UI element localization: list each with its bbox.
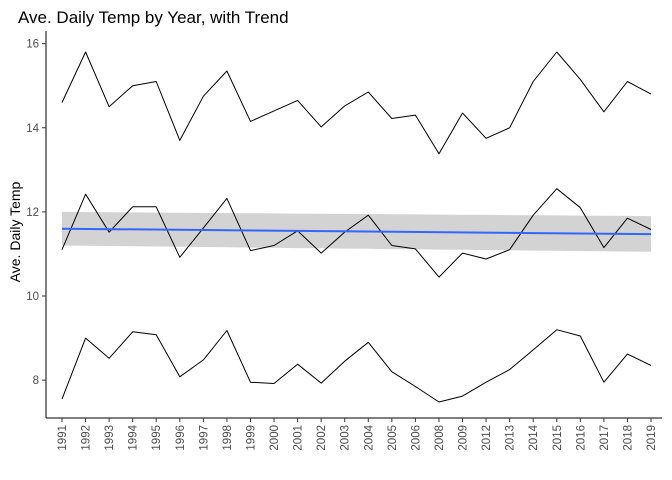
x-tick-label: 1992 — [81, 425, 93, 451]
x-tick-label: 2009 — [458, 425, 470, 451]
x-tick-label: 2017 — [599, 425, 611, 451]
x-tick-label: 2015 — [552, 425, 564, 451]
x-tick-label: 2004 — [363, 424, 375, 450]
x-tick-label: 2005 — [387, 425, 399, 451]
x-tick-label: 1995 — [151, 425, 163, 451]
chart-title: Ave. Daily Temp by Year, with Trend — [18, 8, 289, 27]
x-tick-label: 1998 — [222, 425, 234, 451]
trend-line — [61, 227, 652, 236]
series-line-upper — [61, 51, 652, 155]
x-tick-label: 1991 — [57, 425, 69, 451]
x-tick-label: 1997 — [198, 425, 210, 451]
series-lines — [61, 51, 652, 403]
x-tick-label: 2018 — [622, 425, 634, 451]
y-tick-label: 8 — [33, 375, 39, 387]
y-tick-label: 10 — [26, 291, 39, 303]
series-line-middle — [61, 188, 652, 278]
series-line-lower — [61, 329, 652, 403]
x-tick-label: 2000 — [269, 425, 281, 451]
trend-line-path — [61, 227, 652, 236]
y-tick-label: 14 — [26, 123, 39, 135]
x-tick-label: 2013 — [505, 425, 517, 451]
y-axis-label: Ave. Daily Temp — [7, 181, 23, 282]
y-tick-label: 16 — [26, 39, 39, 51]
x-tick-label: 2001 — [293, 425, 305, 451]
x-axis-ticks: 1991 1992 1993 1994 1995 1996 1997 1998 1999 2000… — [57, 418, 658, 451]
x-tick-label: 2002 — [316, 425, 328, 451]
x-tick-label: 1993 — [104, 425, 116, 451]
x-tick-label: 2006 — [410, 425, 422, 451]
y-axis-ticks: 8 10 12 14 16 — [26, 39, 46, 387]
y-tick-label: 12 — [26, 207, 39, 219]
x-tick-label: 2014 — [528, 424, 540, 450]
x-tick-label: 2008 — [434, 425, 446, 451]
x-tick-label: 2012 — [481, 425, 493, 451]
x-tick-label: 1999 — [245, 425, 257, 451]
x-tick-label: 1994 — [128, 424, 140, 450]
x-tick-label: 2003 — [340, 425, 352, 451]
x-tick-label: 2019 — [646, 425, 658, 451]
x-tick-label: 1996 — [175, 425, 187, 451]
x-tick-label: 2016 — [575, 425, 587, 451]
